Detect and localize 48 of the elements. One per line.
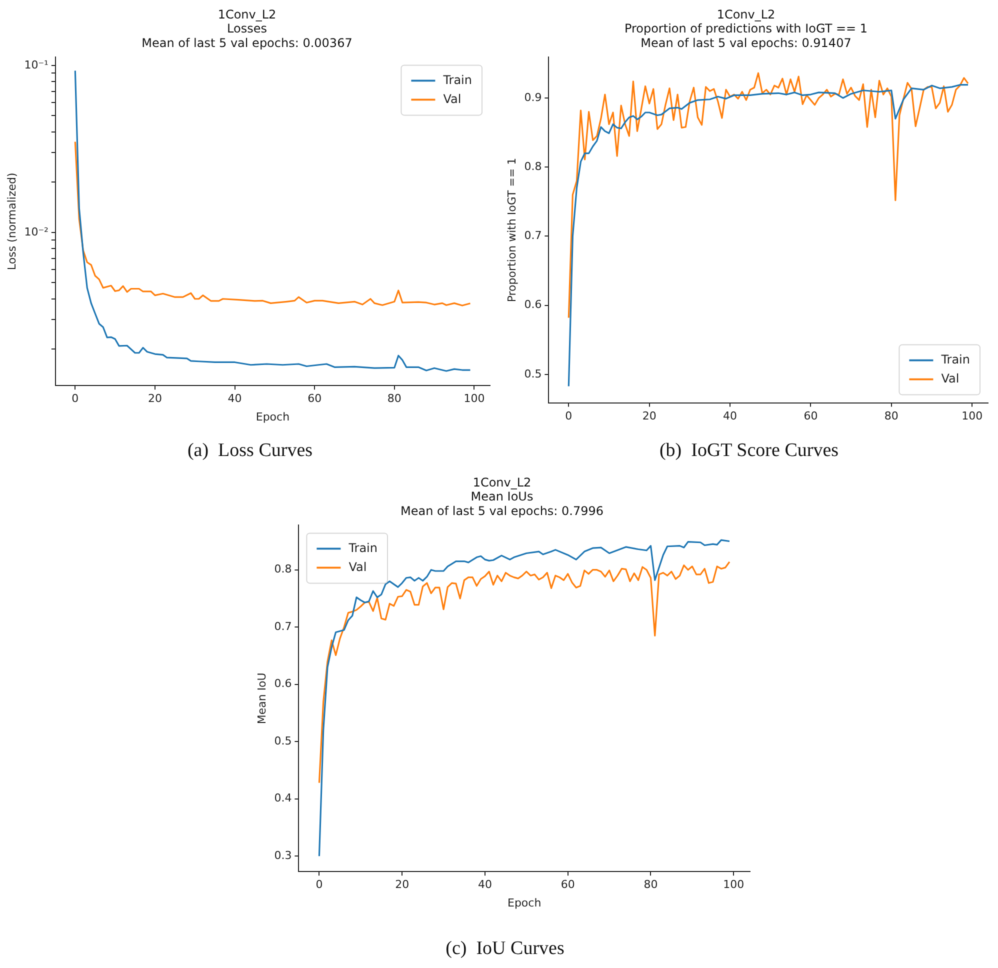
y-tick-label: 0.6: [274, 677, 292, 690]
legend-label: Train: [442, 72, 472, 87]
y-axis-title: Loss (normalized): [5, 172, 18, 270]
x-tick-label: 60: [560, 878, 575, 892]
x-tick-label: 80: [644, 878, 658, 892]
x-tick-label: 40: [228, 392, 242, 406]
chart-title: 1Conv_L2 Proportion of predictions with IoGT == 1 Mean of last 5 val epochs: 0.91407: [624, 7, 868, 50]
x-tick-label: 60: [308, 392, 322, 406]
text: (b) IoGT Score Curves: [658, 440, 840, 462]
y-tick-label: 0.8: [524, 160, 542, 173]
legend-label: Train: [940, 352, 970, 366]
x-tick-label: 20: [642, 409, 656, 422]
y-tick-label: 0.9: [524, 90, 542, 104]
y-tick-label: 0.3: [274, 849, 292, 862]
x-tick-label: 0: [565, 409, 572, 422]
legend-label: Val: [348, 560, 367, 574]
x-axis-title: Epoch: [508, 896, 542, 910]
y-axis-title: Proportion with IoGT == 1: [505, 158, 518, 302]
y-tick-label: 0.4: [274, 792, 292, 805]
x-tick-label: 60: [804, 409, 818, 422]
x-tick-label: 20: [395, 878, 410, 892]
legend-label: Val: [443, 92, 462, 106]
x-tick-label: 80: [387, 392, 402, 406]
y-tick-label: 0.7: [274, 620, 292, 633]
x-axis-title: Epoch: [256, 410, 290, 424]
y-tick-label: 0.8: [274, 562, 292, 576]
chart-title: 1Conv_L2 Mean IoUs Mean of last 5 val epochs: 0.7996: [400, 475, 604, 518]
x-tick-label: 100: [962, 409, 983, 422]
x-tick-label: 100: [723, 878, 744, 892]
y-tick-label: 0.6: [524, 298, 542, 312]
y-tick-label: 0.5: [274, 734, 292, 748]
x-tick-label: 80: [884, 409, 898, 422]
y-tick-label: 0.5: [524, 367, 542, 380]
legend-label: Val: [941, 371, 960, 386]
y-tick-label: 10⁻²: [24, 225, 48, 238]
x-tick-label: 0: [316, 878, 323, 892]
y-axis-title: Mean IoU: [255, 672, 268, 724]
y-tick-label: 0.7: [524, 229, 542, 242]
legend-label: Train: [348, 540, 378, 555]
x-tick-label: 100: [464, 392, 485, 406]
text: (a) Loss Curves: [186, 440, 314, 462]
x-tick-label: 40: [478, 878, 492, 892]
text: (c) IoU Curves: [444, 938, 566, 960]
chart-title: 1Conv_L2 Losses Mean of last 5 val epochs: 0.00367: [142, 7, 352, 50]
y-tick-label: 10⁻¹: [24, 58, 48, 72]
x-tick-label: 0: [72, 392, 79, 406]
x-tick-label: 40: [723, 409, 738, 422]
x-tick-label: 20: [148, 392, 162, 406]
